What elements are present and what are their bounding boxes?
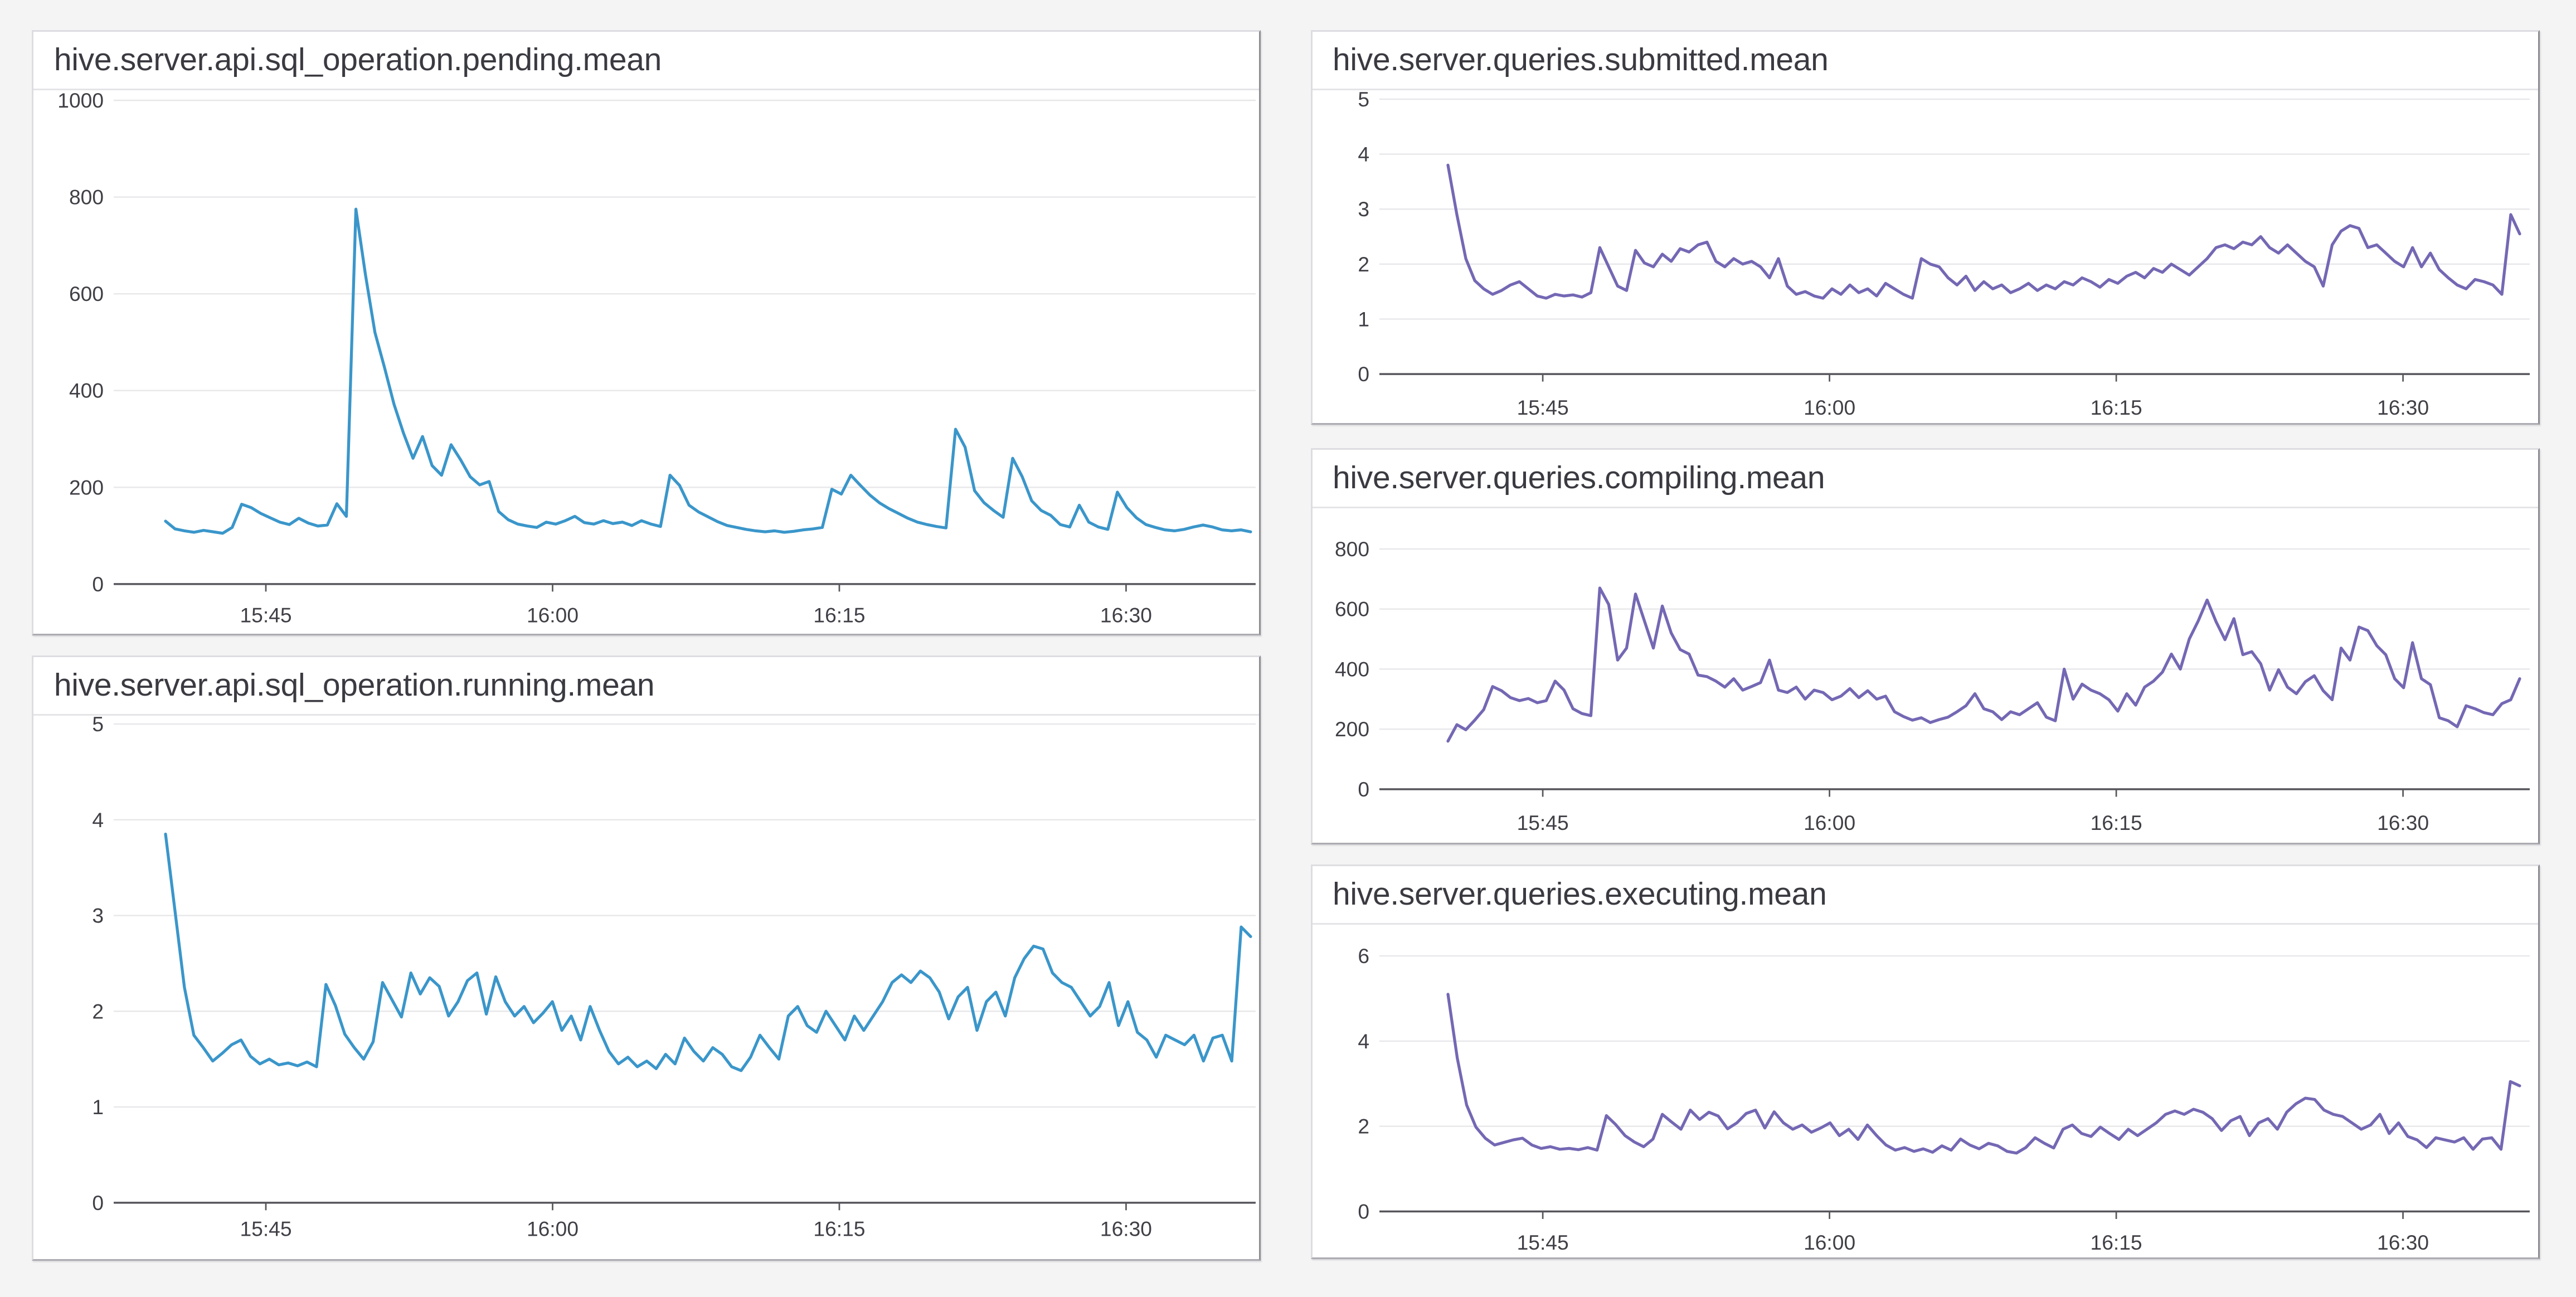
y-tick-label: 0 (1358, 1199, 1369, 1223)
x-tick-label: 16:30 (1101, 1217, 1153, 1241)
y-tick-label: 800 (1335, 537, 1369, 560)
chart-title: hive.server.api.sql_operation.running.me… (33, 658, 1259, 716)
x-tick-label: 16:00 (1804, 1230, 1855, 1254)
x-tick-label: 16:00 (1804, 395, 1855, 419)
y-tick-label: 200 (70, 475, 104, 498)
x-tick-label: 16:00 (1804, 810, 1855, 834)
series-line (164, 833, 1253, 1073)
y-tick-label: 1 (93, 1096, 104, 1119)
chart-panel-queries-compiling: hive.server.queries.compiling.mean 0 200 4… (1311, 448, 2540, 844)
series-line (164, 207, 1253, 535)
chart-title: hive.server.api.sql_operation.pending.me… (33, 31, 1259, 90)
x-tick-label: 15:45 (240, 1217, 292, 1241)
chart-panel-queries-submitted: hive.server.queries.submitted.mean 0 1 2 3 4… (1311, 30, 2540, 425)
y-tick-label: 1 (1358, 307, 1369, 331)
line-chart-queries-compiling[interactable]: 0 200 400 600 800 15:45 16:00 16:15 16:30 (1313, 508, 2541, 844)
y-tick-label: 5 (1358, 90, 1369, 110)
chart-title: hive.server.queries.submitted.mean (1313, 31, 2538, 90)
x-tick-label: 16:00 (527, 603, 579, 626)
y-tick-label: 3 (1358, 197, 1369, 220)
series-line (1446, 992, 2521, 1154)
x-tick-label: 16:30 (2377, 810, 2429, 834)
y-tick-label: 4 (93, 809, 104, 832)
x-tick-label: 16:15 (2091, 810, 2142, 834)
x-tick-label: 16:30 (2377, 1230, 2429, 1254)
chart-title: hive.server.queries.compiling.mean (1313, 449, 2538, 508)
chart-panel-sql-operation-running: hive.server.api.sql_operation.running.me… (32, 655, 1262, 1261)
chart-panel-queries-executing: hive.server.queries.executing.mean 0 2 4 6 1… (1311, 864, 2540, 1260)
x-tick-label: 15:45 (1517, 395, 1569, 419)
x-tick-label: 16:15 (2091, 395, 2142, 419)
chart-title: hive.server.queries.executing.mean (1313, 866, 2538, 925)
y-tick-label: 0 (93, 572, 104, 595)
y-tick-label: 5 (93, 716, 104, 736)
x-tick-label: 16:15 (2091, 1230, 2142, 1254)
y-tick-label: 800 (70, 185, 104, 208)
x-tick-label: 15:45 (1517, 810, 1569, 834)
x-tick-label: 16:00 (527, 1217, 579, 1241)
y-tick-label: 400 (70, 378, 104, 402)
y-tick-label: 3 (93, 904, 104, 927)
x-tick-label: 16:15 (814, 1217, 866, 1241)
y-tick-label: 6 (1358, 944, 1369, 967)
line-chart-queries-submitted[interactable]: 0 1 2 3 4 5 15:45 16:00 16:15 16:30 (1313, 90, 2541, 424)
x-tick-label: 15:45 (240, 603, 292, 626)
series-line (1446, 586, 2521, 742)
y-tick-label: 0 (1358, 362, 1369, 385)
y-tick-label: 2 (93, 1000, 104, 1023)
y-tick-label: 600 (1335, 597, 1369, 620)
x-tick-label: 16:30 (1101, 603, 1153, 626)
y-tick-label: 200 (1335, 717, 1369, 740)
y-tick-label: 0 (1358, 777, 1369, 800)
x-tick-label: 16:30 (2377, 395, 2429, 419)
line-chart-sql-operation-pending[interactable]: 0 200 400 600 800 1000 15:45 16:00 16:15 16:30 (34, 90, 1262, 634)
y-tick-label: 4 (1358, 142, 1369, 166)
line-chart-sql-operation-running[interactable]: 0 1 2 3 4 5 15:45 16:00 16:15 16:30 (34, 716, 1262, 1261)
y-tick-label: 0 (93, 1192, 104, 1215)
line-chart-queries-executing[interactable]: 0 2 4 6 15:45 16:00 16:15 16:30 (1313, 924, 2541, 1259)
y-tick-label: 2 (1358, 1114, 1369, 1138)
series-line (1446, 163, 2521, 299)
x-tick-label: 15:45 (1517, 1230, 1569, 1254)
y-tick-label: 1000 (58, 90, 104, 111)
x-tick-label: 16:15 (814, 603, 866, 626)
y-tick-label: 600 (70, 281, 104, 305)
y-tick-label: 400 (1335, 657, 1369, 681)
y-tick-label: 4 (1358, 1029, 1369, 1052)
y-tick-label: 2 (1358, 252, 1369, 275)
chart-panel-sql-operation-pending: hive.server.api.sql_operation.pending.me… (32, 30, 1261, 635)
